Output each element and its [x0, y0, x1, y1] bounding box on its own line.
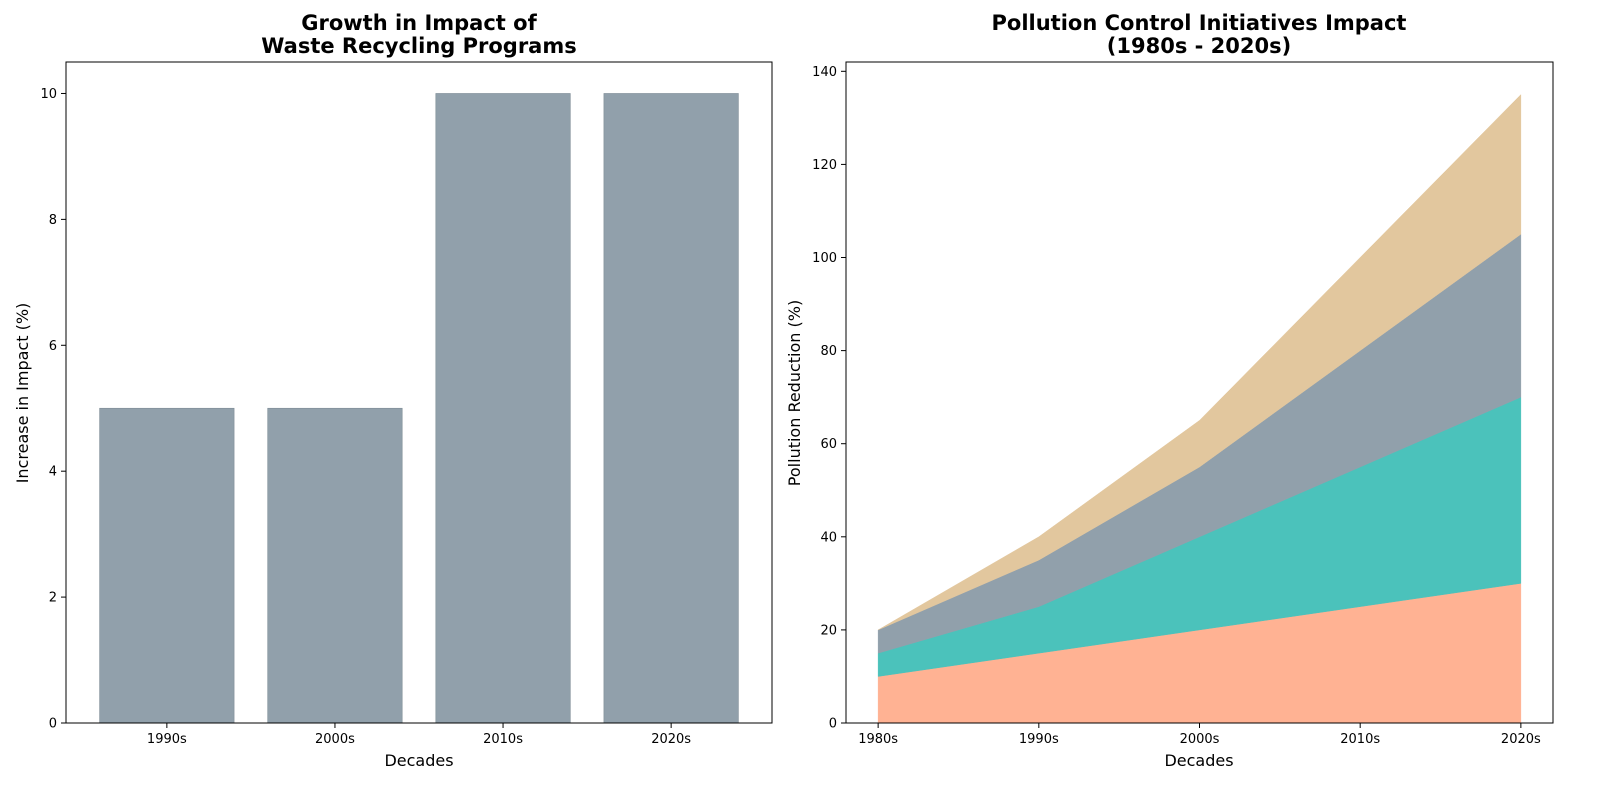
area-x-tick-label: 1990s: [1019, 732, 1059, 747]
area-y-tick-label: 80: [820, 344, 837, 359]
bar-axes-frame: [65, 61, 773, 724]
area-x-tick-label: 2010s: [1340, 732, 1380, 747]
bar-plot-area: 1990s 2000s 2010s 2020s 0 2 4 6 8 10: [40, 61, 773, 747]
bar-x-tick-label: 1990s: [147, 732, 187, 747]
area-y-tick-label: 0: [829, 717, 837, 732]
area-x-tick-label: 1980s: [858, 732, 898, 747]
area-series-4: [878, 93, 1522, 631]
area-y-tick-label: 20: [820, 623, 837, 638]
bar-x-tick-label: 2010s: [483, 732, 523, 747]
bar-chart-title-line-2: Waste Recycling Programs: [261, 34, 576, 58]
area-chart-title-line-1: Pollution Control Initiatives Impact: [992, 11, 1407, 35]
bar-chart-y-axis-label: Increase in Impact (%): [13, 303, 32, 484]
area-y-tick-label: 40: [820, 530, 837, 545]
bar-2020s: [603, 93, 739, 724]
bar-y-tick-label: 4: [49, 465, 57, 480]
area-y-tick-label: 100: [812, 251, 837, 266]
bar-y-tick-label: 0: [49, 717, 57, 732]
bar-2010s: [435, 93, 571, 724]
bar-1990s: [99, 407, 235, 724]
area-chart-title-line-2: (1980s - 2020s): [1107, 34, 1291, 58]
bar-y-tick-label: 2: [49, 591, 57, 606]
bar-y-tick-label: 10: [40, 87, 57, 102]
bar-chart-x-axis-label: Decades: [384, 751, 453, 770]
bar-x-tick-label: 2020s: [651, 732, 691, 747]
area-plot-area: 1980s 1990s 2000s 2010s 2020s 0 20 40 60 80 100 120…: [812, 61, 1554, 747]
area-x-tick-label: 2020s: [1501, 732, 1541, 747]
bar-chart: Growth in Impact of Waste Recycling Prog…: [13, 11, 773, 770]
area-chart: Pollution Control Initiatives Impact (19…: [785, 11, 1554, 770]
bar-2000s: [267, 407, 403, 724]
bar-x-tick-label: 2000s: [315, 732, 355, 747]
area-axes-frame: [845, 61, 1554, 724]
area-y-tick-label: 120: [812, 158, 837, 173]
area-chart-x-axis-label: Decades: [1164, 751, 1233, 770]
bar-chart-title-line-1: Growth in Impact of: [301, 11, 537, 35]
bar-y-tick-label: 6: [49, 339, 57, 354]
bar-y-tick-label: 8: [49, 213, 57, 228]
area-chart-y-axis-label: Pollution Reduction (%): [785, 300, 804, 486]
area-x-tick-label: 2000s: [1180, 732, 1220, 747]
area-y-tick-label: 60: [820, 437, 837, 452]
area-y-tick-label: 140: [812, 65, 837, 80]
